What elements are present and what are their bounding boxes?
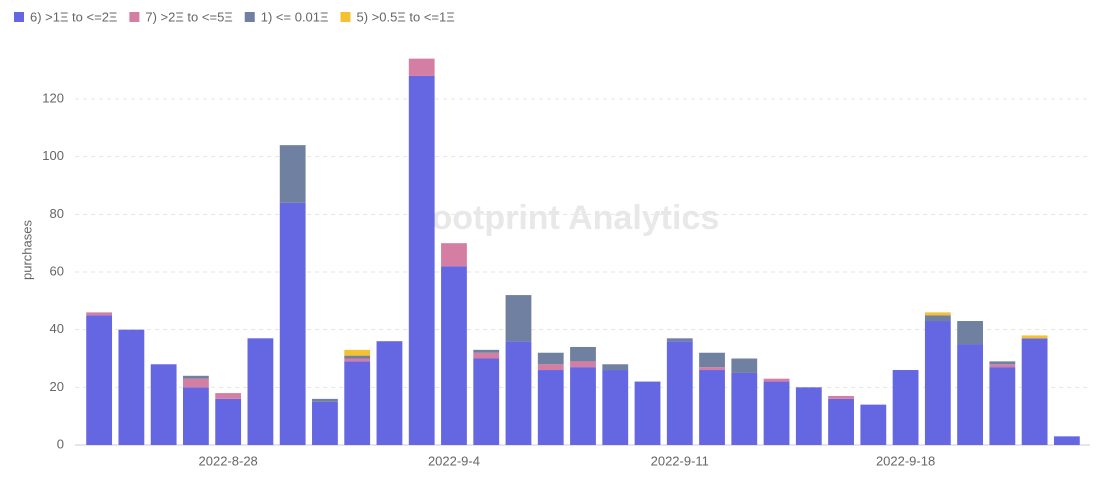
bar-segment (666, 341, 693, 445)
bar-segment (731, 358, 758, 373)
bar-segment (957, 321, 983, 345)
bar-segment (602, 364, 629, 371)
y-tick-label: 40 (50, 321, 64, 336)
bar-segment (860, 404, 887, 445)
bar-segment (828, 395, 854, 399)
bar-segment (279, 202, 306, 445)
bar-segment (1021, 335, 1048, 339)
bar-segment (989, 367, 1016, 445)
bar-segment (537, 370, 564, 445)
bar-segment (666, 338, 693, 342)
bar-segment (505, 295, 532, 342)
bar-segment (602, 370, 629, 445)
legend-swatch (244, 12, 255, 22)
x-tick-label: 2022-9-4 (428, 453, 480, 468)
bar-segment (344, 355, 371, 359)
bar-segment (924, 321, 951, 445)
bar-segment (441, 243, 467, 267)
bar-segment (279, 145, 306, 203)
bar-segment (537, 352, 564, 365)
bar-segment (247, 338, 274, 445)
legend-label: 5) >0.5Ξ to <=1Ξ (356, 9, 454, 24)
bar-segment (731, 372, 758, 445)
bar-segment (408, 58, 435, 76)
legend-swatch (14, 12, 24, 22)
bar-segment (473, 352, 500, 359)
bar-segment (989, 361, 1016, 365)
bar-segment (215, 398, 242, 445)
x-tick-label: 2022-9-18 (876, 453, 935, 468)
bar-segment (924, 315, 951, 322)
bar-segment (505, 341, 532, 445)
bar-segment (312, 401, 338, 445)
bar-segment (183, 378, 209, 388)
y-tick-label: 80 (50, 206, 64, 221)
x-tick-label: 2022-9-11 (651, 453, 709, 468)
y-tick-label: 20 (50, 379, 64, 394)
bar-segment (989, 364, 1016, 368)
bar-segment (344, 349, 371, 356)
bar-segment (634, 381, 661, 445)
bar-segment (699, 352, 725, 368)
bar-segment (150, 364, 177, 445)
legend-label: 6) >1Ξ to <=2Ξ (30, 9, 117, 24)
bar-segment (344, 358, 371, 362)
bar-segment (828, 398, 854, 445)
bar-segment (892, 370, 919, 445)
y-axis-label: purchases (19, 220, 34, 280)
bar-segment (312, 398, 338, 402)
watermark: Footprint Analytics (411, 199, 720, 237)
bar-segment (924, 312, 951, 316)
bar-segment (118, 329, 145, 445)
legend-swatch (340, 12, 351, 22)
bar-segment (441, 266, 467, 445)
bar-segment (1053, 436, 1080, 445)
bar-segment (1021, 338, 1048, 445)
bar-segment (537, 364, 564, 371)
x-tick-label: 2022-8-28 (199, 453, 258, 468)
y-tick-label: 120 (42, 90, 64, 105)
bar-segment (408, 75, 435, 445)
legend-label: 1) <= 0.01Ξ (261, 9, 329, 24)
bar-segment (763, 378, 790, 382)
y-tick-label: 60 (50, 263, 64, 278)
bar-segment (570, 346, 596, 362)
bar-segment (86, 315, 113, 445)
bar-segment (699, 367, 725, 371)
bar-segment (763, 381, 790, 445)
bar-segment (376, 341, 403, 445)
bar-segment (183, 387, 209, 445)
bar-segment (699, 370, 725, 445)
bar-segment (473, 358, 500, 445)
bar-segment (570, 361, 596, 368)
legend-label: 7) >2Ξ to <=5Ξ (145, 9, 232, 24)
bar-segment (86, 312, 113, 316)
bar-segment (570, 367, 596, 445)
bar-segment (344, 361, 371, 445)
bar-segment (957, 344, 983, 445)
y-tick-label: 100 (42, 148, 64, 163)
y-tick-label: 0 (57, 436, 64, 451)
bar-segment (183, 375, 209, 379)
bar-segment (215, 393, 242, 399)
bar-segment (473, 349, 500, 353)
bar-segment (795, 387, 822, 445)
legend-swatch (129, 12, 140, 22)
